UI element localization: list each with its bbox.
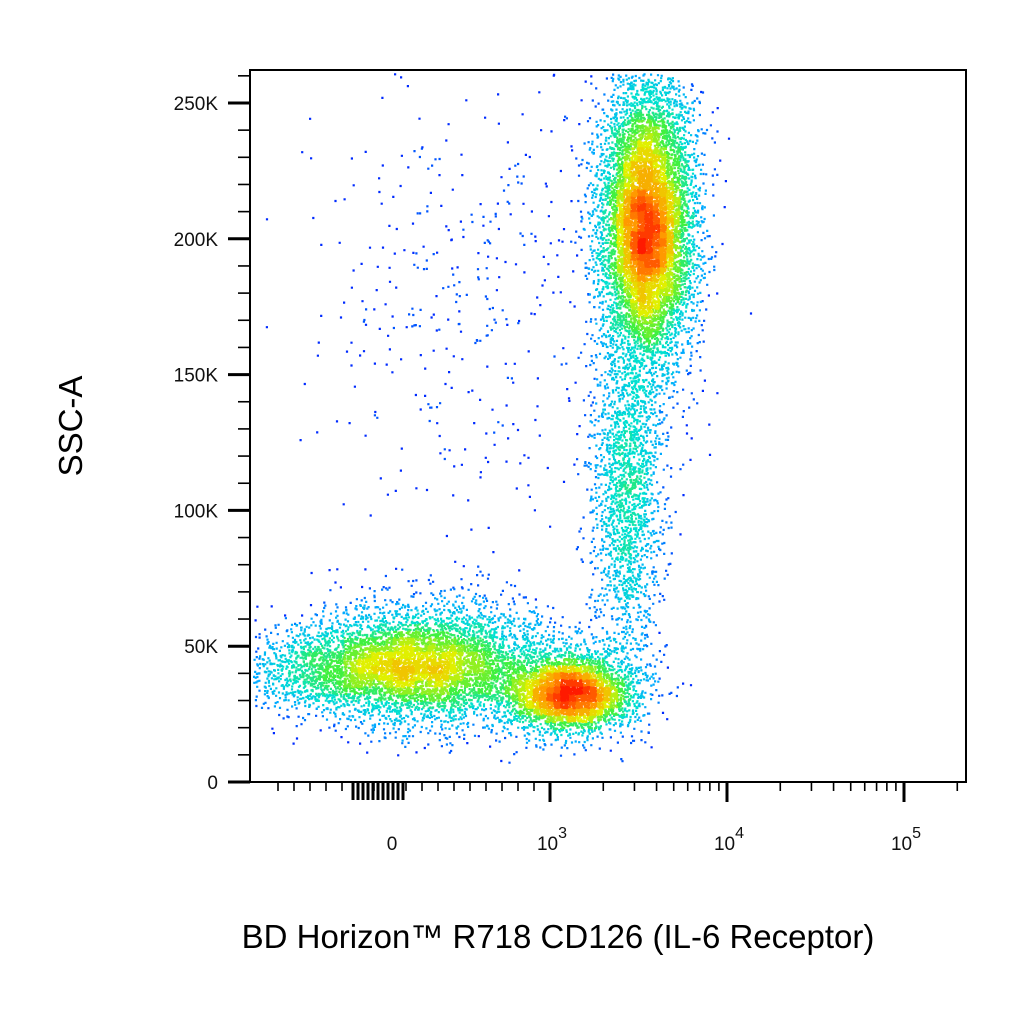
x-axis: 0 103 104 105 (277, 782, 959, 855)
x-tick-label: 104 (714, 825, 744, 855)
x-tick-label: 105 (891, 825, 921, 855)
x-axis-title: BD Horizon™ R718 CD126 (IL-6 Receptor) (242, 918, 875, 955)
density-level-23 (553, 203, 661, 710)
y-axis-title: SSC-A (52, 376, 89, 477)
y-axis: 0 50K 100K 150K 200K 250K (174, 75, 250, 794)
event-dots (253, 73, 753, 764)
y-tick-label: 250K (174, 94, 219, 115)
y-tick-label: 100K (174, 501, 219, 522)
y-tick-label: 150K (174, 366, 219, 387)
y-tick-label: 50K (184, 637, 218, 658)
y-tick-label: 200K (174, 230, 219, 251)
y-tick-label: 0 (207, 773, 218, 794)
density-level-6 (262, 77, 702, 737)
plot-frame (249, 69, 967, 783)
x-tick-label: 103 (537, 825, 567, 855)
x-tick-label: 0 (387, 834, 398, 855)
